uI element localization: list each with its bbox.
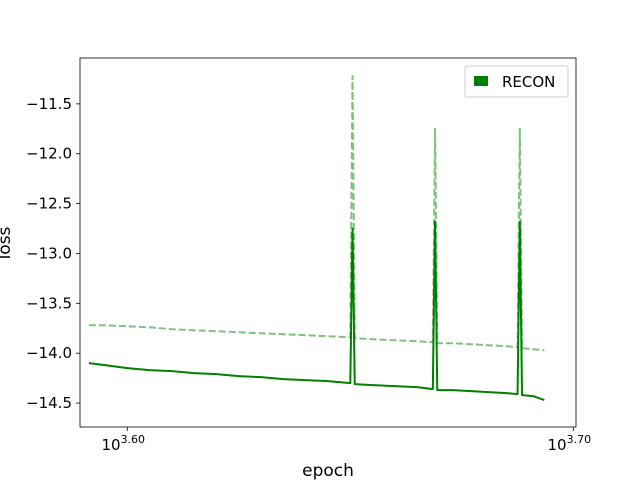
y-tick-label: −13.5 (26, 294, 72, 312)
legend: RECON (464, 65, 569, 98)
series-line-val (88, 74, 545, 352)
y-tick-label: −11.5 (26, 95, 72, 113)
legend-box (464, 65, 569, 98)
y-axis-title: loss (0, 226, 15, 259)
series-layer (88, 74, 545, 402)
y-tick-label: −12.0 (26, 145, 72, 163)
y-tick-label: −14.5 (26, 394, 72, 412)
x-axis-title: epoch (302, 461, 354, 480)
x-tick-label: 103.60 (101, 433, 145, 454)
y-tick-label: −14.0 (26, 344, 72, 362)
series-line-train (88, 220, 545, 402)
legend-label-recon: RECON (502, 73, 555, 91)
legend-swatch-recon (474, 76, 488, 86)
y-axis: −11.5 −12.0 −12.5 −13.0 −13.5 −14.0 −14.5 (26, 95, 80, 412)
plot-frame (79, 57, 577, 428)
y-tick-label: −13.0 (26, 244, 72, 262)
x-axis: 103.60 103.70 (101, 427, 591, 454)
x-tick-label: 103.70 (548, 433, 592, 454)
y-tick-label: −12.5 (26, 195, 72, 213)
